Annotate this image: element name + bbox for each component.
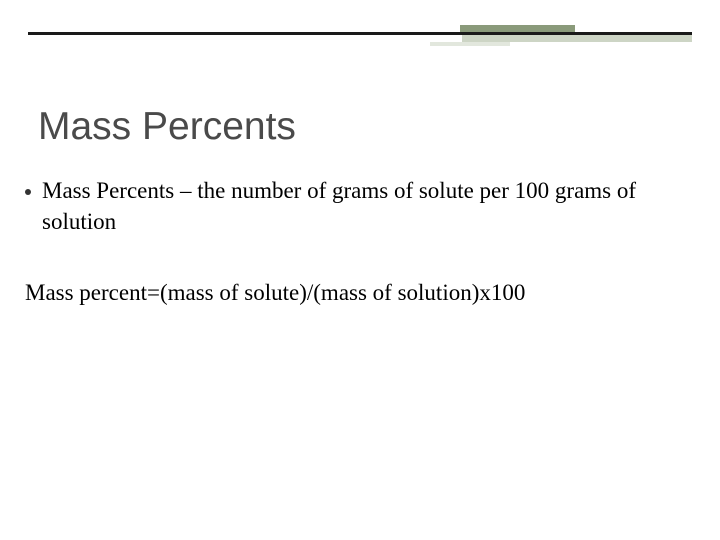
top-decoration	[0, 0, 720, 50]
slide-container: Mass Percents Mass Percents – the number…	[0, 0, 720, 540]
accent-bar-3	[430, 42, 510, 46]
slide-title: Mass Percents	[38, 105, 296, 149]
bullet-item: Mass Percents – the number of grams of s…	[25, 175, 690, 237]
bullet-text: Mass Percents – the number of grams of s…	[42, 175, 690, 237]
accent-bar-2	[462, 35, 692, 42]
bullet-marker-icon	[25, 189, 31, 195]
slide-content: Mass Percents – the number of grams of s…	[25, 175, 690, 308]
formula-text: Mass percent=(mass of solute)/(mass of s…	[25, 277, 690, 308]
